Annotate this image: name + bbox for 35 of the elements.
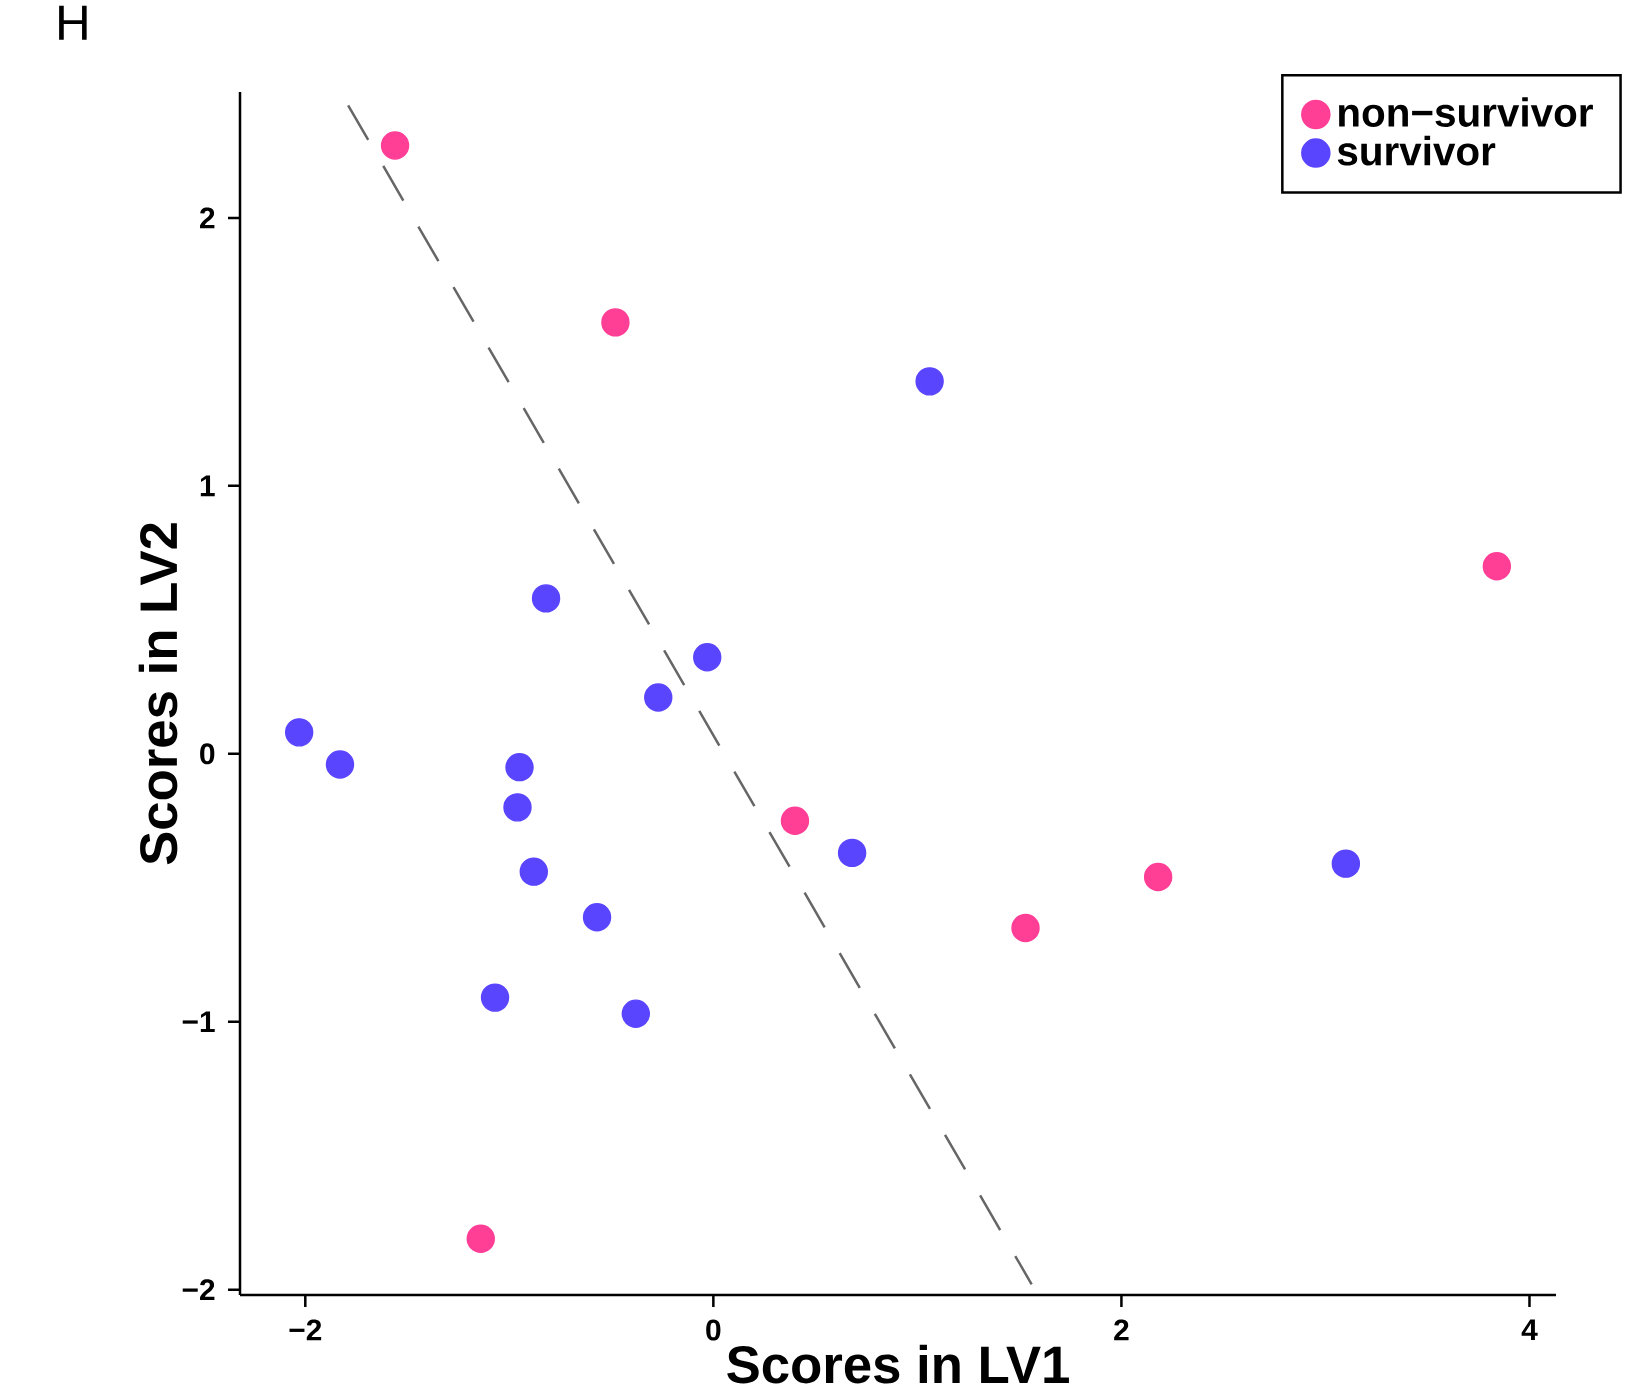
point [503,793,532,822]
point [519,857,549,886]
chart-title: H [59,5,87,40]
x-tick-label: 0 [706,1319,721,1341]
point [1482,552,1512,581]
point [531,584,561,613]
x-tick-label: −2 [289,1319,322,1341]
point [837,838,867,868]
point [693,643,722,672]
y-axis-title: Scores in LV2 [138,523,178,865]
point [480,983,510,1012]
point [621,999,651,1028]
x-axis-title: Scores in LV1 [727,1344,1069,1384]
x-tick-label: 4 [1521,1319,1538,1340]
y-tick-label: 2 [200,207,215,229]
legend-label: survivor [1337,135,1496,166]
point [466,1224,495,1253]
y-tick-label: −1 [182,1011,215,1032]
legend-label: non−survivor [1339,97,1593,127]
x-tick-label: 2 [1114,1319,1129,1341]
point [601,308,630,337]
y-tick-label: 0 [200,743,215,765]
point [325,750,355,779]
point [505,752,534,782]
point [915,367,944,396]
y-tick-label: 1 [200,475,215,497]
point [1011,913,1040,943]
point [380,131,410,160]
point [582,903,612,932]
point [1331,849,1361,878]
point [780,806,810,835]
point [644,683,673,712]
y-tick-label: −2 [182,1279,215,1301]
point [284,718,314,747]
point [1143,862,1173,892]
